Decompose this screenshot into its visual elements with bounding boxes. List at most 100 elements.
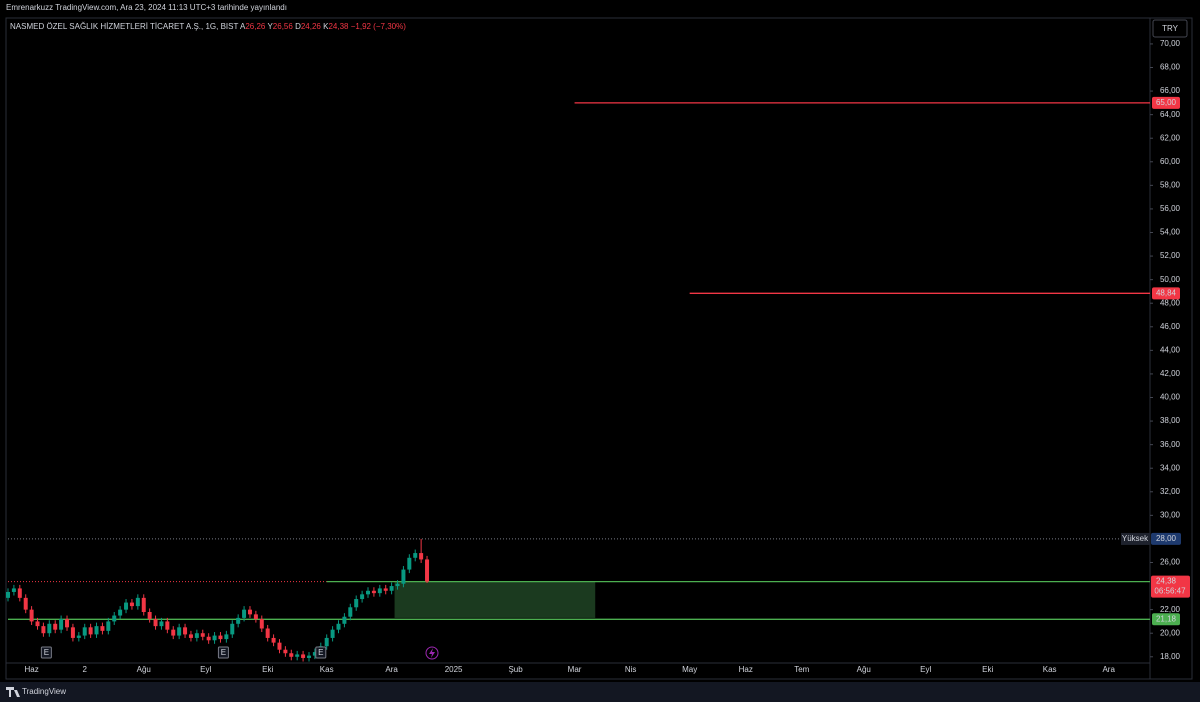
y-tick-label: 54,00 (1160, 228, 1181, 237)
x-tick-label: Kas (1043, 665, 1057, 674)
last-price-label: 24,38 (1156, 577, 1177, 586)
candle-body (153, 619, 158, 627)
lightning-icon[interactable] (425, 646, 439, 660)
y-tick-label: 48,00 (1160, 298, 1181, 307)
candle-body (383, 588, 388, 591)
y-tick-label: 32,00 (1160, 487, 1181, 496)
level-label: 65,00 (1156, 98, 1177, 107)
footer-bar (0, 682, 1200, 702)
ohlc-value: 24,38 (328, 22, 349, 31)
candle-body (360, 594, 365, 600)
candle-body (82, 627, 87, 636)
candle-body (419, 553, 424, 560)
ohlc-value: 24,26 (301, 22, 322, 31)
candle-body (206, 636, 211, 641)
candle-body (395, 583, 400, 587)
x-tick-label: Eki (262, 665, 273, 674)
y-tick-label: 22,00 (1160, 605, 1181, 614)
candle-body (112, 615, 117, 622)
candle-body (259, 619, 264, 629)
y-tick-label: 56,00 (1160, 204, 1181, 213)
candle-body (171, 629, 176, 636)
y-tick-label: 58,00 (1160, 180, 1181, 189)
level-label-bg (1152, 287, 1180, 300)
candle-body (306, 655, 311, 658)
candle-body (324, 637, 329, 647)
candle-body (289, 653, 294, 657)
ohlc-key: A (240, 22, 246, 31)
publisher: Emrenarkuzz TradingView.com, Ara 23, 202… (6, 3, 287, 12)
y-tick-label: 40,00 (1160, 393, 1181, 402)
x-tick-label: Mar (568, 665, 582, 674)
x-tick-label: Haz (24, 665, 38, 674)
candle-body (389, 586, 394, 591)
legend: NASMED ÖZEL SAĞLIK HİZMETLERİ TİCARET A.… (10, 22, 406, 31)
y-tick-label: 50,00 (1160, 275, 1181, 284)
high-tag (1121, 532, 1150, 545)
candle-body (218, 635, 223, 640)
candle-body (76, 635, 81, 638)
x-tick-label: Ağu (137, 665, 151, 674)
high-name: Yüksek (1122, 534, 1149, 543)
change: −1,92 (−7,30%) (351, 22, 406, 31)
level-label: 21,18 (1156, 614, 1177, 623)
candle-body (247, 609, 252, 615)
candle-body (348, 607, 353, 617)
high-label: 28,00 (1156, 534, 1177, 543)
x-tick-label: Eyl (920, 665, 931, 674)
y-tick-label: 64,00 (1160, 110, 1181, 119)
candle-body (47, 623, 52, 634)
candle-body (230, 623, 235, 635)
event-box (315, 646, 327, 659)
y-tick-label: 70,00 (1160, 39, 1181, 48)
y-tick-label: 26,00 (1160, 558, 1181, 567)
candle-body (6, 591, 10, 598)
high-label-bg (1151, 532, 1181, 545)
y-tick-label: 38,00 (1160, 416, 1181, 425)
currency-button[interactable] (1152, 19, 1188, 38)
candle-body (65, 619, 70, 628)
candle-body (141, 597, 146, 612)
candle-body (88, 627, 93, 635)
y-tick-label: 44,00 (1160, 345, 1181, 354)
x-tick-label: Şub (508, 665, 523, 674)
candle-body (29, 609, 34, 622)
x-tick-label: Nis (625, 665, 637, 674)
event-box (217, 646, 229, 659)
y-tick-label: 34,00 (1160, 463, 1181, 472)
candle-body (124, 602, 129, 610)
event-label: E (221, 648, 226, 657)
candle-body (354, 599, 359, 608)
y-tick-label: 36,00 (1160, 440, 1181, 449)
candle-body (212, 635, 217, 641)
candle-body (265, 628, 270, 638)
candle-body (41, 626, 46, 634)
candle-body (118, 609, 123, 616)
x-tick-label: 2 (82, 665, 87, 674)
y-tick-label: 66,00 (1160, 86, 1181, 95)
level-label-bg (1152, 96, 1180, 109)
x-tick-label: Eki (982, 665, 993, 674)
y-tick-label: 52,00 (1160, 251, 1181, 260)
zone (394, 581, 596, 618)
ohlc-key: D (295, 22, 301, 31)
ohlc-key: K (323, 22, 329, 31)
candle-body (59, 619, 64, 630)
candle-body (242, 609, 247, 618)
currency[interactable]: TRY (1162, 24, 1179, 33)
countdown: 06:56:47 (1154, 587, 1186, 596)
x-tick-label: 2025 (445, 665, 463, 674)
y-tick-label: 30,00 (1160, 510, 1181, 519)
candle-body (224, 634, 229, 640)
candle-body (183, 627, 188, 635)
candle-body (253, 614, 258, 620)
candle-body (301, 654, 306, 658)
candle-body (271, 637, 276, 643)
symbol: NASMED ÖZEL SAĞLIK HİZMETLERİ TİCARET A.… (10, 22, 238, 31)
candle-body (159, 621, 164, 627)
candle-body (312, 652, 317, 656)
candle-body (330, 629, 335, 638)
x-tick-label: Ara (1102, 665, 1115, 674)
y-tick-label: 42,00 (1160, 369, 1181, 378)
